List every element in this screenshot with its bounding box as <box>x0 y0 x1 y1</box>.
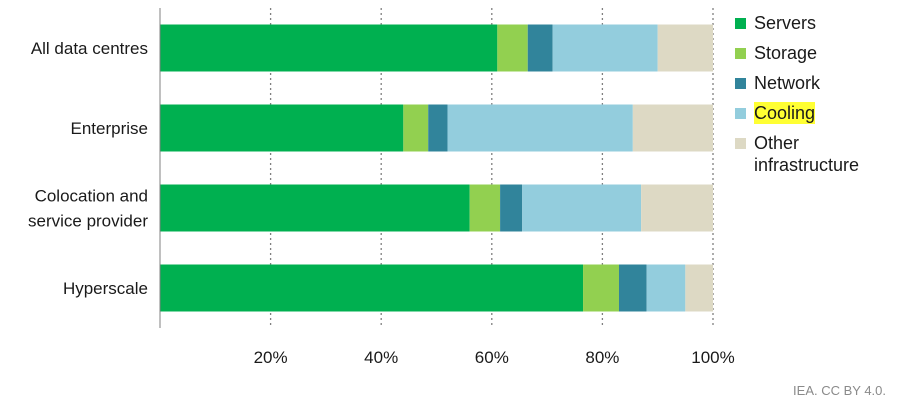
category-label-2: Colocation and service provider <box>28 187 148 231</box>
legend-swatch <box>735 78 746 89</box>
legend-item-storage: Storage <box>735 42 894 64</box>
bar-segment-cooling-1 <box>447 104 633 152</box>
legend-label: Cooling <box>754 102 816 124</box>
category-label-1: Enterprise <box>71 119 148 138</box>
bar-segment-cooling-0 <box>552 24 658 72</box>
legend-label: Other infrastructure <box>754 133 860 175</box>
bars <box>160 24 713 312</box>
legend-label: Storage <box>754 43 818 63</box>
legend-swatch <box>735 138 746 149</box>
source-credit: IEA. CC BY 4.0. <box>793 383 886 398</box>
legend-label: Servers <box>754 13 817 33</box>
x-tick-label-3: 80% <box>585 348 619 367</box>
bar-segment-servers-3 <box>160 264 584 312</box>
legend-swatch <box>735 48 746 59</box>
category-labels: All data centres Enterprise Colocation and… <box>28 39 148 298</box>
x-tick-label-2: 60% <box>475 348 509 367</box>
legend-item-cooling: Cooling <box>735 102 894 124</box>
bar-segment-network-2 <box>500 184 523 232</box>
bar-segment-cooling-3 <box>646 264 686 312</box>
bar-segment-cooling-2 <box>522 184 642 232</box>
bar-segment-servers-0 <box>160 24 498 72</box>
legend-item-servers: Servers <box>735 12 894 34</box>
bar-segment-storage-3 <box>583 264 619 312</box>
bar-segment-servers-1 <box>160 104 404 152</box>
bar-segment-other-infrastructure-1 <box>632 104 713 152</box>
x-tick-labels: 20% 40% 60% 80% 100% <box>254 348 735 367</box>
x-tick-label-4: 100% <box>691 348 734 367</box>
bar-segment-other-infrastructure-2 <box>641 184 713 232</box>
bar-segment-other-infrastructure-0 <box>657 24 713 72</box>
legend-item-network: Network <box>735 72 894 94</box>
category-label-0: All data centres <box>31 39 148 58</box>
bar-segment-storage-1 <box>403 104 429 152</box>
x-tick-label-0: 20% <box>254 348 288 367</box>
bar-segment-network-0 <box>527 24 553 72</box>
bar-segment-network-1 <box>428 104 448 152</box>
legend-item-other-infrastructure: Other infrastructure <box>735 132 894 176</box>
legend-swatch <box>735 108 746 119</box>
bar-segment-other-infrastructure-3 <box>685 264 713 312</box>
bar-segment-storage-2 <box>469 184 501 232</box>
legend: Servers Storage Network Cooling Other infras… <box>735 12 894 184</box>
legend-swatch <box>735 18 746 29</box>
category-label-3: Hyperscale <box>63 279 148 298</box>
bar-segment-storage-0 <box>497 24 528 72</box>
x-tick-label-1: 40% <box>364 348 398 367</box>
bar-segment-network-3 <box>618 264 647 312</box>
bar-segment-servers-2 <box>160 184 470 232</box>
legend-label: Network <box>754 73 821 93</box>
